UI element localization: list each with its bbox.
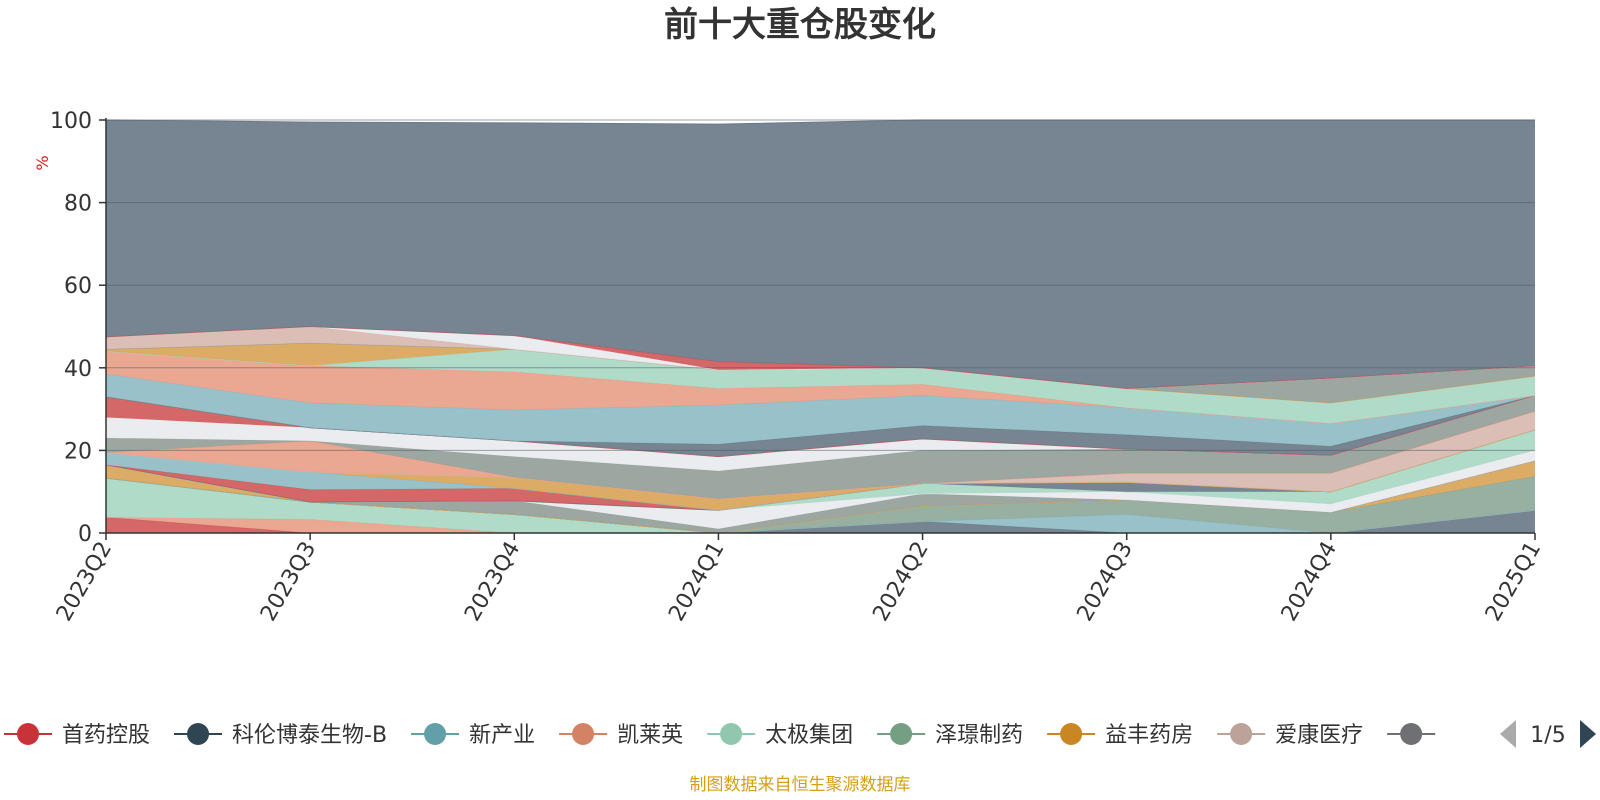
circle-marker-icon [890,723,913,745]
legend-page-indicator: 1/5 [1530,723,1565,748]
legend-label: 科伦博泰生物-B [232,723,387,748]
area-layer-25 [106,326,1535,389]
area-layer-17 [106,395,1535,472]
legend-item-2[interactable]: 新产业 [411,723,535,748]
legend-item-8[interactable] [1387,723,1436,745]
circle-marker-icon [424,723,447,745]
area-layer-28 [106,120,1535,389]
area-layer-21 [106,351,1535,424]
area-layer-26 [106,326,1535,389]
area-layer-13 [106,429,1535,511]
area-line-27 [105,325,1536,389]
legend-item-5[interactable]: 泽璟制药 [877,723,1023,748]
y-tick-label: 60 [64,274,92,299]
legend-label: 益丰药房 [1105,723,1193,748]
area-layer-19 [106,395,1535,457]
area-layer-3 [106,478,1535,533]
area-layer-24 [106,343,1535,403]
legend-label: 爱康医疗 [1275,723,1363,748]
x-tick-labels: 2023Q2 2023Q3 2023Q4 2024Q1 2024Q2 2024Q3 2024… [52,538,1546,626]
x-tick-label: 2024Q3 [1073,538,1138,626]
x-tick-label: 2023Q4 [460,538,525,626]
x-tick-label: 2025Q1 [1481,538,1546,626]
legend-item-1[interactable]: 科伦博泰生物-B [174,723,387,748]
y-tick-label: 40 [64,357,92,382]
source-note: 制图数据来自恒生聚源数据库 [690,775,911,795]
area-layer-14 [106,411,1535,499]
x-tick-label: 2023Q3 [256,538,321,626]
circle-marker-icon [1230,723,1253,745]
area-layer-11 [106,429,1535,511]
area-layer-10 [106,429,1535,511]
area-layer-20 [106,373,1535,447]
circle-marker-icon [720,723,743,745]
legend-item-3[interactable]: 凯莱英 [559,723,683,748]
y-tick-label: 20 [64,439,92,464]
circle-marker-icon [572,723,595,745]
circle-marker-icon [1400,723,1423,745]
legend: 首药控股 科伦博泰生物-B 新产业 凯莱英 太极集团 泽璟制药 益丰药房 爱康医疗 1/5 [4,720,1596,748]
y-axis-label: % [33,155,52,170]
legend-label: 首药控股 [62,723,150,748]
x-tick-label: 2023Q2 [52,538,117,626]
axes [99,118,1536,540]
area-layer-23 [106,343,1535,403]
circle-marker-icon [1060,723,1083,745]
y-tick-label: 80 [64,192,92,217]
triangle-left-icon[interactable] [1500,720,1516,748]
area-layer-2 [106,478,1535,533]
legend-label: 泽璟制药 [935,723,1023,748]
legend-item-6[interactable]: 益丰药房 [1047,723,1193,748]
gridlines [106,119,1535,451]
y-tick-labels: 0 20 40 60 80 100 [50,109,92,547]
area-layers [105,119,1536,534]
x-tick-label: 2024Q1 [664,538,729,626]
circle-marker-icon [187,723,210,745]
area-layer-16 [106,395,1535,499]
x-tick-label: 2024Q4 [1277,538,1342,626]
area-layer-7 [106,460,1535,533]
y-tick-label: 0 [78,522,92,547]
chart-title: 前十大重仓股变化 [664,5,936,45]
x-tick-label: 2024Q2 [868,538,933,626]
legend-label: 凯莱英 [617,723,683,748]
legend-label: 太极集团 [765,723,853,748]
area-layer-5 [106,476,1535,533]
triangle-right-icon[interactable] [1580,720,1596,748]
legend-item-0[interactable]: 首药控股 [4,723,150,748]
area-layer-0 [106,517,1535,533]
circle-marker-icon [17,723,39,745]
legend-label: 新产业 [469,723,535,748]
legend-item-4[interactable]: 太极集团 [707,723,853,748]
y-tick-label: 100 [50,109,92,134]
legend-item-7[interactable]: 爱康医疗 [1217,723,1363,748]
